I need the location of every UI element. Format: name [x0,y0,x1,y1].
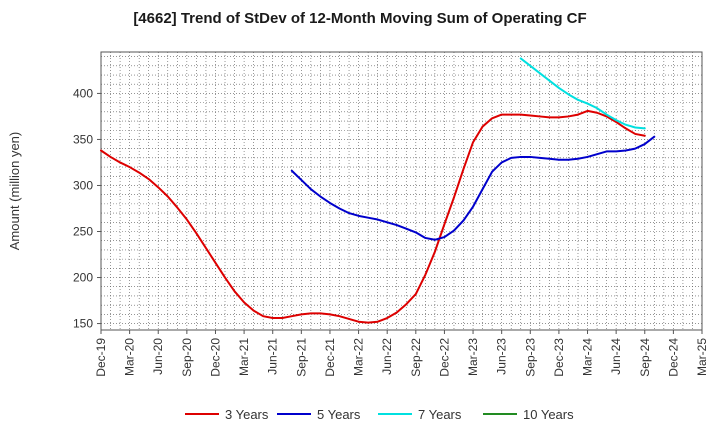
legend-label-3-years: 3 Years [225,407,269,422]
x-tick-label: Mar-23 [466,338,480,376]
series-line-5-years [290,135,656,241]
x-tick-label: Sep-23 [523,338,537,377]
x-tick-label: Jun-24 [609,338,623,375]
y-tick-label: 250 [73,225,93,239]
series-line-3-years [100,109,646,324]
x-tick-label: Sep-24 [638,338,652,377]
x-tick-label: Dec-24 [666,338,680,377]
x-tick-label: Mar-24 [581,338,595,376]
x-tick-label: Sep-22 [409,338,423,377]
y-tick-label: 200 [73,271,93,285]
x-tick-label: Dec-21 [323,338,337,377]
plot-area [100,51,703,331]
x-tick-label: Dec-22 [437,338,451,377]
x-tick-label: Jun-23 [495,338,509,375]
x-tick-label: Jun-20 [151,338,165,375]
y-tick-label: 350 [73,132,93,146]
legend-label-7-years: 7 Years [418,407,462,422]
legend-label-10-years: 10 Years [523,407,574,422]
x-tick-label: Mar-20 [123,338,137,376]
legend-label-5-years: 5 Years [317,407,361,422]
y-axis-label: Amount (million yen) [7,132,22,251]
x-tick-label: Dec-23 [552,338,566,377]
x-tick-label: Sep-20 [180,338,194,377]
y-tick-label: 400 [73,86,93,100]
x-tick-label: Dec-19 [94,338,108,377]
y-tick-label: 300 [73,178,93,192]
x-tick-label: Dec-20 [208,338,222,377]
x-tick-label: Sep-21 [294,338,308,377]
x-tick-label: Mar-21 [237,338,251,376]
x-tick-label: Mar-22 [352,338,366,376]
y-tick-label: 150 [73,317,93,331]
x-tick-label: Jun-22 [380,338,394,375]
chart-title: [4662] Trend of StDev of 12-Month Moving… [133,10,587,27]
x-tick-label: Mar-25 [695,338,709,376]
series-line-7-years [519,57,646,130]
x-tick-label: Jun-21 [266,338,280,375]
